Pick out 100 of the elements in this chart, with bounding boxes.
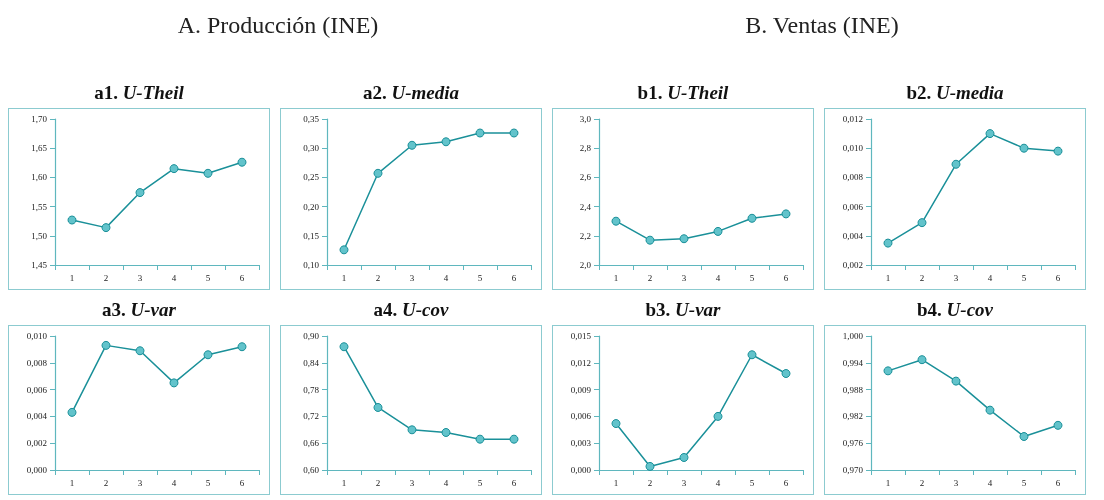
x-tick-label: 5 — [205, 272, 211, 283]
x-tick-label: 4 — [715, 477, 721, 488]
y-tick-label: 0,008 — [26, 357, 48, 368]
point — [237, 342, 247, 352]
x-tick-label: 3 — [681, 477, 687, 488]
point — [985, 129, 995, 139]
y-tick-label: 0,20 — [303, 201, 320, 212]
point — [951, 159, 961, 169]
x-tick-label: 5 — [477, 272, 483, 283]
x-tick-label: 6 — [1055, 477, 1061, 488]
y-tick-label: 0,90 — [303, 331, 320, 341]
y-tick-label: 1,70 — [31, 114, 48, 124]
y-tick-label: 0,000 — [26, 465, 48, 475]
point — [781, 369, 791, 379]
y-tick-label: 0,84 — [303, 357, 320, 368]
x-tick-label: 4 — [443, 272, 449, 283]
x-tick-label: 6 — [783, 272, 789, 283]
chart-title: b2. U-media — [906, 82, 1004, 103]
point — [1019, 143, 1029, 153]
x-tick-label: 2 — [919, 272, 925, 283]
x-tick-label: 1 — [885, 477, 891, 488]
y-tick-label: 0,008 — [842, 172, 864, 183]
point — [509, 128, 519, 138]
point — [169, 164, 179, 174]
chart-title: b3. U-var — [645, 299, 721, 320]
x-tick-label: 2 — [919, 477, 925, 488]
x-tick-label: 3 — [137, 477, 143, 488]
y-tick-label: 1,45 — [31, 260, 48, 270]
y-tick-label: 0,012 — [570, 357, 591, 368]
x-tick-label: 5 — [205, 477, 211, 488]
point — [135, 346, 145, 356]
point — [67, 407, 77, 417]
x-tick-label: 1 — [69, 477, 75, 488]
x-tick-label: 5 — [1021, 272, 1027, 283]
y-tick-label: 1,000 — [842, 331, 864, 341]
point — [713, 411, 723, 421]
chart-title: a2. U-media — [362, 82, 460, 103]
y-tick-label: 0,003 — [570, 438, 592, 449]
y-tick-label: 0,994 — [842, 357, 864, 368]
point — [679, 453, 689, 462]
x-tick-label: 6 — [239, 272, 245, 283]
x-tick-label: 4 — [987, 477, 993, 488]
chart-title: b4. U-cov — [917, 299, 993, 320]
y-tick-label: 0,009 — [570, 384, 592, 395]
x-tick-label: 5 — [749, 477, 755, 488]
y-tick-label: 0,002 — [26, 438, 47, 449]
y-tick-label: 0,78 — [303, 384, 320, 395]
point — [237, 157, 247, 167]
x-tick-label: 4 — [443, 477, 449, 488]
x-tick-label: 2 — [375, 477, 381, 488]
text: A. Producción (INE) — [176, 12, 380, 39]
y-tick-label: 0,982 — [842, 411, 863, 422]
x-tick-label: 6 — [511, 477, 517, 488]
point — [883, 366, 893, 376]
y-tick-label: 2,0 — [579, 260, 592, 270]
y-tick-label: 0,015 — [570, 331, 592, 341]
y-tick-label: 2,4 — [579, 201, 592, 212]
chart-title: a1. U-Theil — [94, 82, 184, 103]
point — [407, 425, 417, 435]
y-tick-label: 0,002 — [842, 260, 863, 270]
point — [67, 215, 77, 225]
x-tick-label: 4 — [715, 272, 721, 283]
point — [407, 140, 417, 150]
y-tick-label: 0,988 — [842, 384, 864, 395]
chart-title: b1. U-Theil — [637, 82, 729, 103]
point — [373, 402, 383, 412]
point — [611, 216, 621, 226]
point — [475, 434, 485, 444]
point — [135, 188, 145, 198]
chart-title: a4. U-cov — [373, 299, 449, 320]
y-tick-label: 0,15 — [303, 230, 320, 241]
x-tick-label: 3 — [409, 272, 415, 283]
x-tick-label: 4 — [171, 477, 177, 488]
y-tick-label: 0,72 — [303, 411, 319, 422]
x-tick-label: 4 — [171, 272, 177, 283]
chart-title: a3. U-var — [102, 299, 176, 320]
x-tick-label: 1 — [69, 272, 75, 283]
x-tick-label: 5 — [1021, 477, 1027, 488]
point — [951, 376, 961, 386]
y-tick-label: 0,60 — [303, 465, 320, 475]
y-tick-label: 1,50 — [31, 230, 48, 241]
x-tick-label: 1 — [341, 272, 347, 283]
y-tick-label: 0,004 — [842, 230, 864, 241]
y-tick-label: 2,8 — [579, 143, 592, 154]
y-tick-label: 2,2 — [579, 230, 591, 241]
y-tick-label: 0,010 — [842, 143, 864, 154]
x-tick-label: 4 — [987, 272, 993, 283]
point — [985, 405, 995, 415]
point — [883, 238, 893, 248]
x-tick-label: 2 — [103, 272, 109, 283]
x-tick-label: 3 — [953, 272, 959, 283]
y-tick-label: 0,000 — [570, 465, 592, 475]
point — [781, 209, 791, 219]
point — [101, 223, 111, 233]
point — [203, 350, 213, 360]
y-tick-label: 0,970 — [842, 465, 864, 475]
point — [747, 213, 757, 223]
point — [611, 419, 621, 429]
y-tick-label: 1,55 — [31, 201, 48, 212]
point — [441, 137, 451, 147]
